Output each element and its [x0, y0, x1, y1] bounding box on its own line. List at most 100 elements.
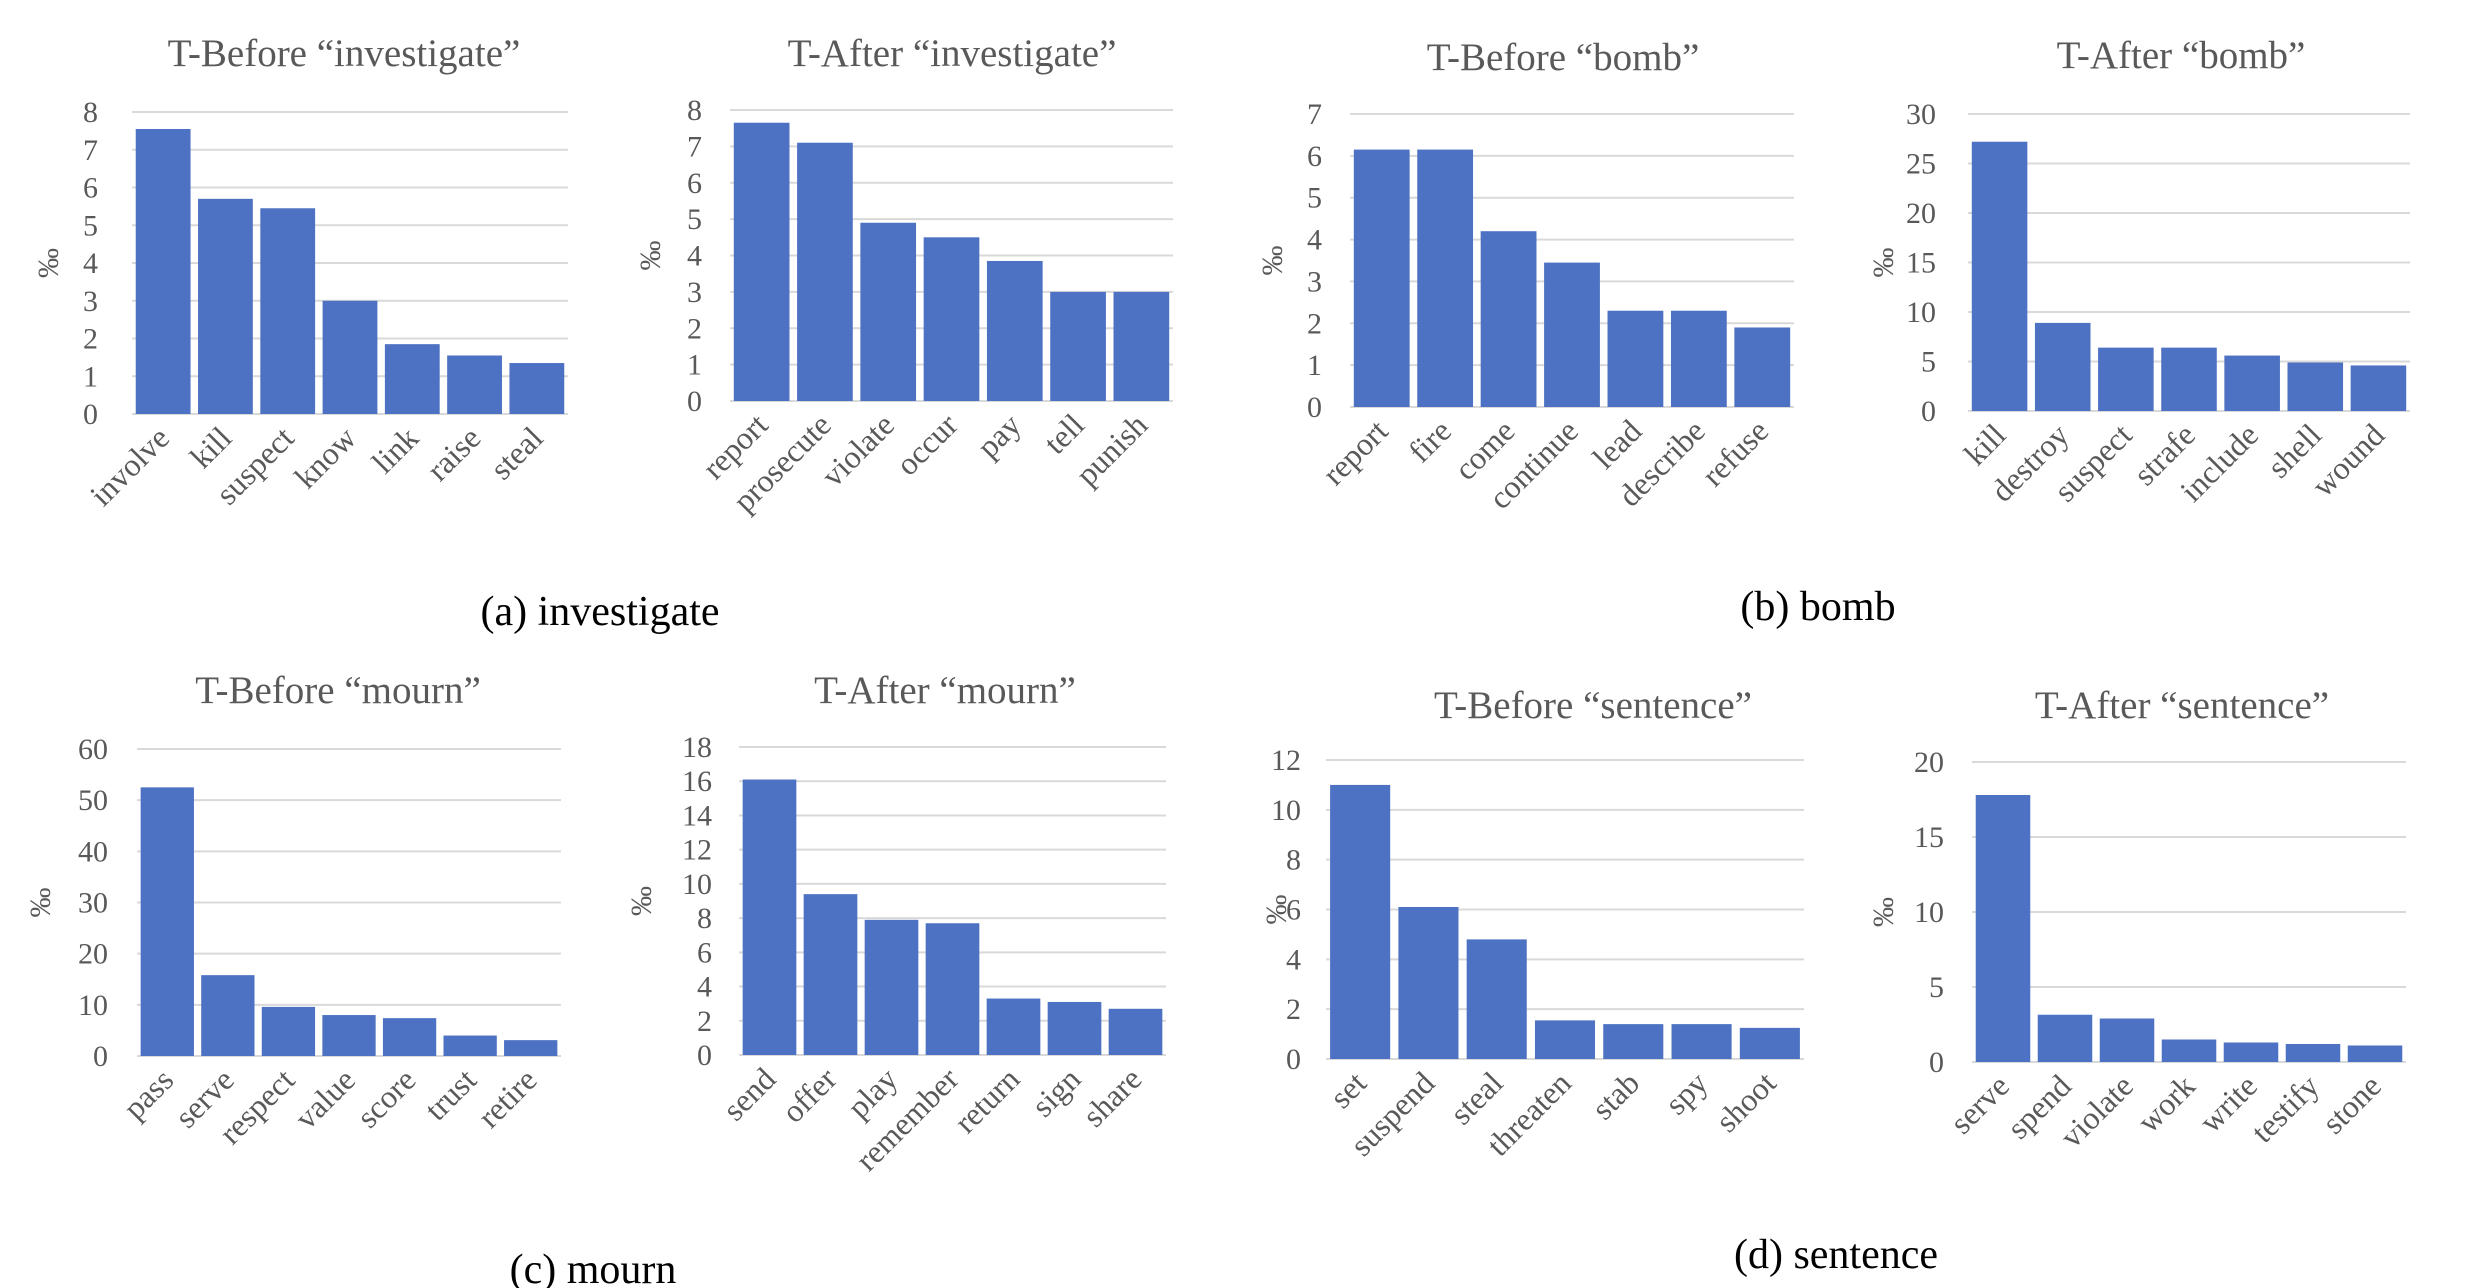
- x-category-label: send: [716, 1060, 783, 1127]
- bar: [322, 1015, 376, 1056]
- y-tick-label: 3: [687, 276, 702, 309]
- y-tick-label: 15: [1906, 247, 1936, 280]
- y-tick-label: 40: [78, 835, 108, 868]
- y-tick-label: 0: [83, 398, 98, 431]
- y-tick-label: 0: [1286, 1043, 1301, 1076]
- bar: [1607, 310, 1664, 407]
- bar: [1971, 141, 2028, 411]
- y-axis-unit-label: ‰: [1867, 897, 1900, 927]
- bar: [382, 1018, 437, 1056]
- bar: [742, 779, 797, 1055]
- y-tick-label: 2: [83, 323, 98, 356]
- y-axis-unit-label: ‰: [1256, 246, 1289, 276]
- y-tick-label: 0: [1307, 391, 1322, 424]
- chart-title: T-Before “bomb”: [1427, 36, 1700, 79]
- caption-bomb: (b) bomb: [1740, 584, 1895, 630]
- bar: [447, 355, 502, 414]
- bar: [1734, 327, 1791, 407]
- x-category-label: stab: [1584, 1064, 1646, 1126]
- bar: [201, 975, 255, 1056]
- y-tick-label: 10: [682, 868, 712, 901]
- x-category-label: shoot: [1708, 1064, 1783, 1139]
- y-tick-label: 6: [697, 936, 712, 969]
- bar: [2099, 1018, 2155, 1062]
- x-category-label: share: [1075, 1060, 1148, 1133]
- y-tick-label: 8: [83, 96, 98, 129]
- y-tick-label: 1: [1307, 349, 1322, 382]
- caption-investigate: (a) investigate: [480, 589, 719, 635]
- bar: [2347, 1045, 2403, 1062]
- y-tick-label: 12: [1271, 744, 1301, 777]
- bar: [322, 300, 378, 414]
- y-tick-label: 4: [83, 247, 98, 280]
- y-tick-label: 7: [687, 130, 702, 163]
- y-tick-label: 1: [83, 360, 98, 393]
- bar: [140, 787, 194, 1056]
- y-tick-label: 12: [682, 834, 712, 867]
- x-category-label: return: [947, 1060, 1026, 1139]
- x-category-label: punish: [1069, 406, 1155, 492]
- y-axis-unit-label: ‰: [1260, 895, 1293, 925]
- x-category-label: retire: [470, 1061, 543, 1134]
- x-category-label: report: [1315, 412, 1395, 492]
- x-category-label: value: [287, 1061, 361, 1135]
- bar: [1330, 784, 1391, 1059]
- bar: [2224, 355, 2280, 411]
- y-tick-label: 8: [687, 94, 702, 127]
- y-tick-label: 10: [1906, 296, 1936, 329]
- y-tick-label: 15: [1914, 821, 1944, 854]
- y-tick-label: 4: [1286, 943, 1301, 976]
- y-tick-label: 20: [1906, 197, 1936, 230]
- bar: [1534, 1020, 1596, 1059]
- chart-panel-5: T-Before “mourn”0102030405060‰passserver…: [24, 669, 561, 1151]
- x-category-label: wound: [2304, 416, 2391, 503]
- bar: [384, 344, 440, 414]
- x-category-label: serve: [1943, 1067, 2016, 1140]
- x-category-label: raise: [419, 419, 487, 487]
- y-tick-label: 18: [682, 731, 712, 764]
- y-tick-label: 50: [78, 784, 108, 817]
- bar: [2350, 365, 2407, 411]
- y-tick-label: 10: [1914, 896, 1944, 929]
- bar: [1047, 1001, 1102, 1055]
- chart-title: T-Before “sentence”: [1434, 684, 1752, 727]
- bar: [925, 923, 980, 1055]
- bar: [2287, 362, 2344, 411]
- chart-panel-2: T-After “investigate”012345678‰reportpro…: [634, 32, 1173, 519]
- x-category-label: pass: [116, 1061, 180, 1125]
- y-tick-label: 10: [78, 989, 108, 1022]
- chart-panel-1: T-Before “investigate” 0 1 2 3 4 5 6 7 8 ‰ involve k…: [32, 32, 568, 513]
- caption-sentence: (d) sentence: [1734, 1232, 1938, 1278]
- x-category-label: spy: [1658, 1064, 1715, 1121]
- x-category-label: steal: [483, 419, 550, 486]
- y-tick-label: 10: [1271, 794, 1301, 827]
- y-tick-label: 5: [1921, 346, 1936, 379]
- bar: [2034, 322, 2091, 411]
- bar: [2285, 1044, 2341, 1062]
- chart-title: T-After “mourn”: [814, 669, 1076, 712]
- y-tick-label: 5: [1307, 182, 1322, 215]
- x-category-label: pay: [970, 406, 1028, 464]
- bar: [860, 222, 917, 401]
- chart-panel-8: T-After “sentence”05101520‰servespendvio…: [1867, 684, 2406, 1155]
- chart-panel-4: T-After “bomb”051015202530‰killdestroysu…: [1867, 34, 2410, 509]
- y-axis-unit-label: ‰: [24, 888, 57, 918]
- x-category-label: know: [287, 419, 363, 495]
- bar: [1108, 1008, 1163, 1055]
- bar: [1975, 795, 2031, 1062]
- bar: [733, 122, 790, 401]
- y-tick-label: 2: [687, 312, 702, 345]
- x-category-label: violate: [2053, 1067, 2140, 1154]
- x-category-label: set: [1323, 1064, 1374, 1115]
- y-tick-label: 7: [1307, 98, 1322, 131]
- x-category-label: trust: [417, 1061, 483, 1127]
- y-tick-label: 8: [697, 902, 712, 935]
- bar: [803, 894, 858, 1055]
- bar: [198, 198, 253, 414]
- y-tick-label: 3: [83, 285, 98, 318]
- y-tick-label: 4: [1307, 224, 1322, 257]
- bar: [1670, 310, 1727, 407]
- bar: [2223, 1042, 2279, 1062]
